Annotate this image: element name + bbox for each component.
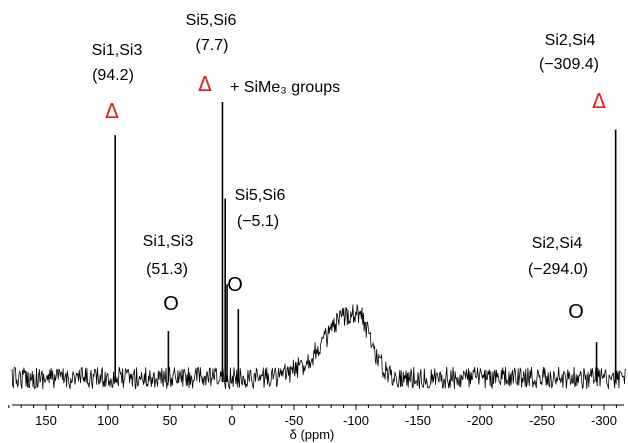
annotation-value: (94.2) — [92, 67, 134, 84]
x-tick-label: 150 — [35, 413, 57, 428]
triangle-marker-icon: Δ — [592, 89, 606, 113]
annotation-si13-circle: Si1,Si3 (51.3) O — [143, 233, 194, 315]
annotation-value: (−294.0) — [528, 261, 588, 278]
annotation-si56-triangle: Si5,Si6 (7.7) Δ + SiMe₃ groups — [186, 12, 340, 96]
annotation-extra: + SiMe₃ groups — [230, 79, 340, 96]
annotation-value: (7.7) — [196, 37, 229, 54]
annotation-name: Si2,Si4 — [532, 235, 583, 252]
annotation-name: Si5,Si6 — [186, 12, 237, 29]
annotation-si56-circle: Si5,Si6 (−5.1) O — [227, 187, 285, 296]
x-tick-label: 100 — [97, 413, 119, 428]
x-tick-label: -250 — [529, 413, 555, 428]
annotation-si13-triangle: Si1,Si3 (94.2) Δ — [92, 42, 143, 123]
annotation-si24-circle: Si2,Si4 (−294.0) O — [528, 235, 588, 323]
triangle-marker-icon: Δ — [198, 72, 212, 96]
x-tick-label: -150 — [405, 413, 431, 428]
annotation-si24-triangle: Si2,Si4 (−309.4) Δ — [539, 32, 606, 113]
x-tick-label: -200 — [467, 413, 493, 428]
circle-marker-icon: O — [568, 301, 584, 323]
annotation-name: Si1,Si3 — [92, 42, 143, 59]
circle-marker-icon: O — [163, 293, 179, 315]
annotation-name: Si5,Si6 — [235, 187, 286, 204]
x-tick-label: 0 — [228, 413, 235, 428]
x-axis-label: δ (ppm) — [290, 427, 335, 442]
x-axis-ticks: 150 100 50 0 -50 -100 -150 -200 -250 -300 — [8, 405, 617, 428]
triangle-marker-icon: Δ — [105, 99, 119, 123]
circle-marker-icon: O — [227, 274, 243, 296]
x-tick-label: -100 — [343, 413, 369, 428]
annotation-value: (−309.4) — [539, 56, 599, 73]
spectrum-trace — [11, 304, 627, 390]
peak-lines — [114, 102, 617, 382]
annotation-value: (51.3) — [146, 261, 188, 278]
x-tick-label: 50 — [163, 413, 177, 428]
annotation-name: Si1,Si3 — [143, 233, 194, 250]
x-tick-label: -50 — [285, 413, 304, 428]
annotation-name: Si2,Si4 — [545, 32, 596, 49]
x-tick-label: -300 — [591, 413, 617, 428]
annotation-value: (−5.1) — [237, 213, 279, 230]
